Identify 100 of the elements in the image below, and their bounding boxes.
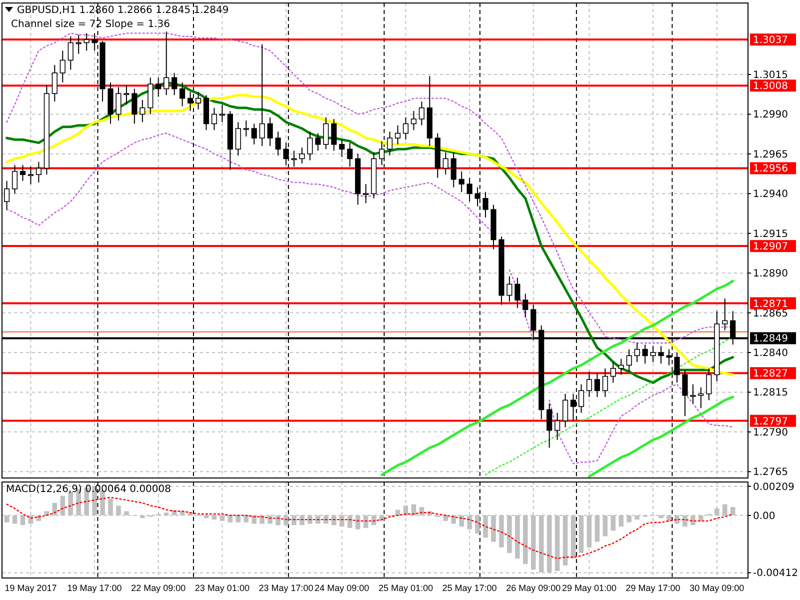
candlestick <box>243 120 249 137</box>
candlestick <box>164 31 170 96</box>
line-series <box>6 496 734 560</box>
candlestick <box>172 72 178 96</box>
candlestick <box>522 293 528 318</box>
y-tick-label: 0.00 <box>753 510 776 522</box>
x-tick-label: 29 May 01:00 <box>562 583 616 593</box>
candlestick <box>514 277 520 309</box>
candlestick <box>12 164 18 194</box>
x-tick-label: 24 May 09:00 <box>314 583 370 593</box>
candlestick <box>251 123 257 145</box>
candlestick <box>275 131 281 156</box>
y-tick-label: 0.00209 <box>753 482 794 493</box>
candlestick <box>482 192 488 218</box>
y-tick-label: 1.2765 <box>753 467 788 478</box>
line-series <box>380 280 734 476</box>
candlestick <box>722 298 728 331</box>
x-tick-label: 30 May 09:00 <box>690 583 744 593</box>
line-series <box>588 396 734 478</box>
y-tick-label: 1.2865 <box>753 308 788 320</box>
candlestick <box>20 164 26 182</box>
ref-line-label: 1.2827 <box>753 368 788 380</box>
candlestick <box>132 88 138 124</box>
candlestick <box>418 100 424 126</box>
candlestick <box>386 131 393 156</box>
candlestick <box>363 184 369 204</box>
candlestick <box>180 82 186 107</box>
candlestick <box>28 166 34 185</box>
candlestick <box>554 412 560 440</box>
candlestick <box>450 152 456 188</box>
y-tick-label: -0.00412 <box>753 568 798 580</box>
candlestick <box>259 44 265 146</box>
ref-line-label: 1.3037 <box>753 35 788 46</box>
candlestick <box>594 372 600 398</box>
candlestick <box>267 116 273 146</box>
candlestick <box>347 142 353 168</box>
candlestick <box>586 371 592 398</box>
x-tick-label: 29 May 17:00 <box>626 583 680 593</box>
candlestick <box>698 386 704 409</box>
candlestick <box>140 99 146 123</box>
y-tick-label: 1.2990 <box>753 110 788 121</box>
ref-line-label: 1.3008 <box>753 81 788 92</box>
candlestick <box>506 276 512 302</box>
y-tick-label: 1.2915 <box>753 228 788 240</box>
y-tick-label: 1.2815 <box>753 388 788 399</box>
candlestick <box>299 147 305 164</box>
candlestick <box>315 132 321 152</box>
x-tick-label: 23 May 01:00 <box>194 583 250 593</box>
candlestick <box>410 110 416 131</box>
candlestick <box>156 77 162 98</box>
candlestick <box>658 346 664 364</box>
candlestick <box>84 32 90 52</box>
candlestick <box>331 118 337 152</box>
candlestick <box>60 50 66 83</box>
x-tick-label: 26 May 09:00 <box>506 583 561 593</box>
x-tick-label: 19 May 2017 <box>4 583 57 593</box>
candlestick <box>307 131 313 161</box>
y-tick-label: 1.2940 <box>753 189 788 200</box>
candlestick <box>458 170 464 193</box>
candlestick <box>148 77 154 115</box>
candlestick <box>402 116 409 140</box>
x-tick-label: 25 May 17:00 <box>442 583 497 593</box>
x-tick-label: 22 May 09:00 <box>131 583 186 593</box>
candlestick <box>52 64 58 102</box>
x-tick-label: 25 May 01:00 <box>378 583 433 593</box>
y-tick-label: 1.2890 <box>753 268 788 280</box>
candlestick <box>442 152 448 176</box>
ref-line-label: 1.2907 <box>753 242 788 253</box>
ref-line-label: 1.2871 <box>753 298 788 310</box>
y-tick-label: 1.2965 <box>753 149 788 160</box>
candlestick <box>339 139 345 158</box>
candlestick <box>546 402 552 448</box>
candlestick <box>690 384 696 404</box>
chart-title: GBPUSD,H1 1.2860 1.2866 1.2845 1.2849 <box>17 5 229 16</box>
y-tick-label: 1.3015 <box>753 70 788 81</box>
ref-line-label: 1.2849 <box>753 334 788 345</box>
candlestick <box>602 368 608 398</box>
candlestick <box>466 177 472 202</box>
candlestick <box>610 362 616 384</box>
candlestick <box>626 348 632 372</box>
candlestick <box>323 116 329 150</box>
y-tick-label: 1.2840 <box>753 348 788 359</box>
candlestick <box>116 86 122 122</box>
candlestick <box>618 358 624 376</box>
x-tick-label: 23 May 17:00 <box>258 583 314 593</box>
candlestick <box>394 124 401 145</box>
candlestick <box>291 150 297 168</box>
candlestick <box>634 342 640 363</box>
ref-line-label: 1.2797 <box>753 416 788 428</box>
candlestick <box>211 107 218 131</box>
chart-title: MACD(12,26,9) 0.00064 0.00008 <box>6 484 172 495</box>
x-tick-label: 19 May 17:00 <box>67 583 122 593</box>
y-tick-label: 1.2790 <box>753 427 788 438</box>
candlestick <box>650 346 656 363</box>
candlestick <box>124 85 130 106</box>
candlestick <box>682 369 688 417</box>
candlestick <box>642 344 648 364</box>
candlestick <box>706 368 712 401</box>
candlestick <box>68 36 74 70</box>
candlestick <box>36 161 42 184</box>
